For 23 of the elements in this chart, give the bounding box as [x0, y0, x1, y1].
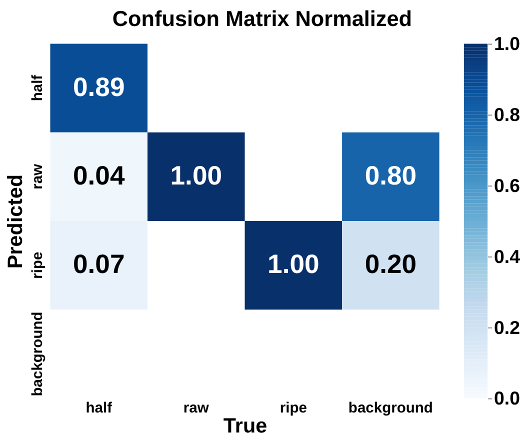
- y-tick-label: ripe: [30, 252, 46, 279]
- data-label: 0.07: [73, 249, 125, 280]
- x-tick-label: half: [86, 400, 112, 417]
- data-label: 0.20: [364, 249, 417, 280]
- x-tick-label: ripe: [280, 400, 307, 417]
- y-axis-title: Predicted: [4, 174, 28, 269]
- data-label: 0.80: [364, 160, 417, 191]
- x-tick-label: raw: [183, 400, 210, 417]
- color-bar-label: 0.2: [494, 316, 520, 338]
- y-tick-label: half: [30, 74, 46, 102]
- color-bar-label: 1.0: [494, 33, 520, 54]
- chart-title: Confusion Matrix Normalized: [112, 6, 412, 31]
- data-label: 0.04: [73, 160, 125, 191]
- color-bar-label: 0.8: [494, 104, 520, 126]
- data-label: 0.89: [73, 72, 125, 102]
- x-axis-title: True: [223, 414, 268, 438]
- color-bar-label: 0.4: [494, 246, 521, 267]
- y-tick-label: raw: [30, 163, 46, 190]
- color-bar-label: 0.6: [494, 174, 520, 196]
- data-label: 1.00: [170, 160, 222, 191]
- color-bar-label: 0.0: [494, 388, 520, 409]
- x-tick-label: background: [348, 400, 433, 417]
- data-label: 1.00: [268, 249, 320, 280]
